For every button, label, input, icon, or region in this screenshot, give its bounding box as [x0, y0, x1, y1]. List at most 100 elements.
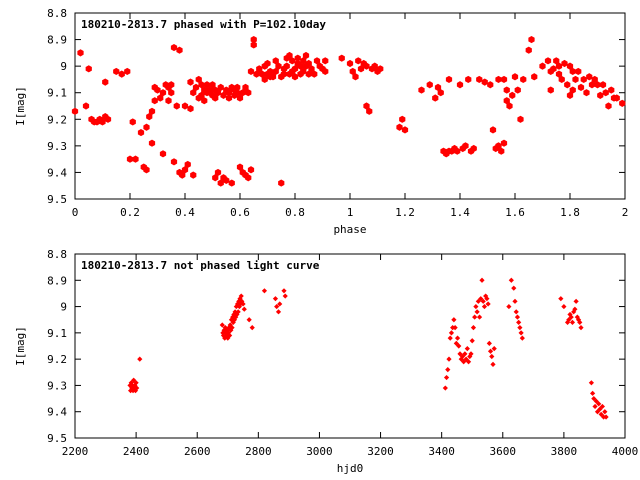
phased-data-point — [234, 89, 241, 97]
unphased-data-point — [479, 277, 485, 283]
phased-y-tick-label: 9.4 — [47, 166, 67, 179]
unphased-data-point — [596, 401, 602, 407]
phased-data-point — [456, 81, 464, 89]
unphased-data-point — [222, 325, 228, 331]
phased-data-point — [272, 67, 279, 76]
unphased-data-point — [572, 306, 578, 312]
unphased-data-point — [470, 325, 477, 331]
unphased-data-point — [575, 317, 582, 323]
unphased-data-point — [230, 319, 236, 325]
phased-data-point — [258, 70, 266, 78]
phased-data-point — [594, 81, 601, 89]
phased-chart-title: 180210-2813.7 phased with P=102.10day — [81, 18, 326, 31]
phased-data-point — [225, 89, 233, 97]
phased-data-point — [613, 94, 620, 102]
phased-data-point — [291, 65, 299, 73]
unphased-x-tick-label: 2200 — [62, 445, 89, 458]
unphased-y-tick-label: 9.4 — [47, 406, 67, 419]
phased-data-point — [349, 67, 356, 76]
unphased-data-point — [272, 296, 279, 302]
unphased-y-tick-label: 9 — [60, 301, 67, 314]
phased-data-point — [520, 75, 527, 84]
phased-data-point — [509, 91, 516, 99]
phased-data-point — [294, 54, 301, 62]
phased-data-point — [283, 62, 290, 70]
phased-data-point — [220, 91, 227, 99]
unphased-data-point — [573, 298, 579, 304]
unphased-data-point — [469, 338, 475, 344]
phased-data-point — [154, 86, 161, 94]
phased-data-point — [572, 75, 579, 84]
phased-y-tick-label: 8.8 — [47, 7, 67, 20]
phased-x-tick-label: 2 — [622, 206, 629, 219]
unphased-data-point — [225, 330, 231, 336]
phased-x-tick-label: 0.6 — [230, 206, 250, 219]
unphased-data-point — [281, 288, 287, 294]
phased-data-point — [203, 81, 211, 89]
phased-data-point — [247, 166, 255, 174]
phased-data-point — [247, 67, 255, 76]
phased-data-point — [355, 57, 362, 65]
phased-data-point — [500, 139, 508, 147]
phased-data-point — [159, 150, 167, 158]
phased-data-point — [253, 70, 260, 78]
unphased-x-axis-label: hjd0 — [337, 462, 364, 475]
phased-data-point — [214, 89, 222, 97]
unphased-data-point — [451, 317, 457, 323]
unphased-data-point — [512, 298, 518, 304]
phased-data-point — [470, 144, 477, 153]
phased-data-point — [209, 81, 216, 89]
unphased-x-tick-label: 3400 — [428, 445, 455, 458]
unphased-chart-title: 180210-2813.7 not phased light curve — [81, 259, 320, 272]
phased-data-point — [198, 91, 205, 99]
phased-data-point — [82, 102, 90, 110]
unphased-data-point — [472, 314, 478, 320]
phased-data-point — [236, 94, 244, 102]
phased-data-point — [148, 139, 156, 147]
unphased-data-point — [240, 301, 246, 307]
phased-data-point — [143, 166, 150, 174]
phased-data-point — [322, 57, 329, 65]
phased-data-point — [170, 43, 178, 52]
phased-data-point — [234, 83, 241, 91]
unphased-data-point — [571, 309, 577, 315]
phased-data-point — [591, 75, 598, 84]
unphased-x-tick-label: 3800 — [551, 445, 578, 458]
phased-data-point — [305, 59, 312, 68]
unphased-data-point — [261, 288, 268, 294]
unphased-y-axis-label: I[mag] — [14, 326, 27, 366]
unphased-data-point — [249, 325, 255, 331]
phased-data-point — [212, 174, 219, 182]
phased-data-point — [245, 89, 252, 97]
unphased-data-point — [577, 319, 583, 325]
unphased-data-point — [275, 309, 282, 315]
unphased-x-tick-label: 3200 — [367, 445, 394, 458]
unphased-data-point — [447, 335, 453, 341]
unphased-data-point — [590, 390, 596, 396]
phased-data-point — [77, 49, 84, 57]
phased-data-point — [212, 94, 219, 102]
phased-x-tick-label: 1 — [347, 206, 354, 219]
phased-data-point — [286, 51, 293, 60]
phased-plot-frame — [74, 12, 626, 200]
phased-data-point — [124, 67, 131, 76]
unphased-data-point — [452, 325, 458, 331]
phased-data-point — [371, 62, 378, 70]
unphased-data-point — [226, 325, 232, 331]
phased-data-point — [192, 83, 200, 91]
unphased-data-point — [486, 340, 492, 346]
unphased-data-point — [483, 293, 489, 299]
unphased-light-curve-panel: 2200 2400 2600 2800 3000 3200 3400 3600 3800 4000… — [14, 248, 638, 475]
unphased-data-point — [246, 317, 252, 323]
phased-data-point — [102, 78, 109, 86]
unphased-data-point — [569, 319, 576, 325]
phased-data-point — [577, 83, 585, 91]
phased-data-point — [308, 65, 315, 73]
unphased-data-point — [456, 343, 462, 349]
phased-data-point — [99, 118, 106, 126]
unphased-data-point — [133, 380, 139, 386]
unphased-data-point — [574, 314, 580, 320]
unphased-x-tick-label: 3600 — [490, 445, 517, 458]
unphased-data-point — [445, 367, 451, 373]
unphased-data-point — [484, 296, 490, 302]
